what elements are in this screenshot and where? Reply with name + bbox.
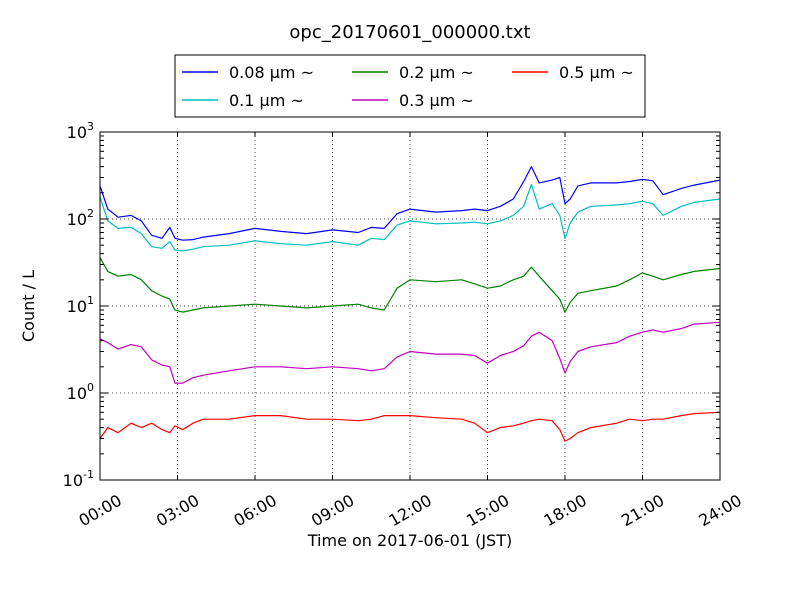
x-axis-label: Time on 2017-06-01 (JST)	[307, 531, 512, 550]
chart-title: opc_20170601_000000.txt	[289, 22, 530, 43]
y-axis-label: Count / L	[19, 270, 38, 342]
series-line-1	[99, 183, 721, 252]
legend-label: 0.5 μm ~	[559, 63, 634, 82]
x-tick-label: 03:00	[153, 491, 202, 531]
x-axis: 00:00 03:00 06:00 09:00 12:00 15:00 18:00 21:00…	[76, 132, 745, 530]
y-tick-label: 101	[67, 294, 94, 316]
series-line-0	[99, 166, 721, 241]
x-tick-label: 12:00	[386, 491, 435, 531]
series-layer	[99, 166, 721, 442]
y-tick-label: 103	[67, 120, 94, 142]
y-tick-label: 102	[67, 207, 94, 229]
x-tick-label: 15:00	[463, 491, 512, 531]
y-tick-label: 10-1	[63, 468, 94, 490]
grid	[100, 132, 720, 480]
x-tick-label: 24:00	[696, 491, 745, 531]
legend-label: 0.2 μm ~	[399, 63, 474, 82]
legend-label: 0.08 μm ~	[229, 63, 314, 82]
legend-box	[174, 54, 646, 118]
legend-label: 0.3 μm ~	[399, 91, 474, 110]
legend: 0.08 μm ~ 0.1 μm ~ 0.2 μm ~ 0.3 μm ~ 0.5 μm …	[174, 54, 646, 118]
legend-label: 0.1 μm ~	[229, 91, 304, 110]
x-tick-label: 06:00	[231, 491, 280, 531]
series-line-2	[99, 257, 721, 313]
series-line-3	[99, 321, 721, 384]
series-line-4	[99, 411, 721, 442]
x-tick-label: 00:00	[76, 491, 125, 531]
x-tick-label: 21:00	[618, 491, 667, 531]
y-tick-label: 100	[67, 381, 94, 403]
x-tick-label: 18:00	[541, 491, 590, 531]
x-tick-label: 09:00	[308, 491, 357, 531]
y-axis: 10-1 100 101 102 103	[63, 120, 720, 490]
